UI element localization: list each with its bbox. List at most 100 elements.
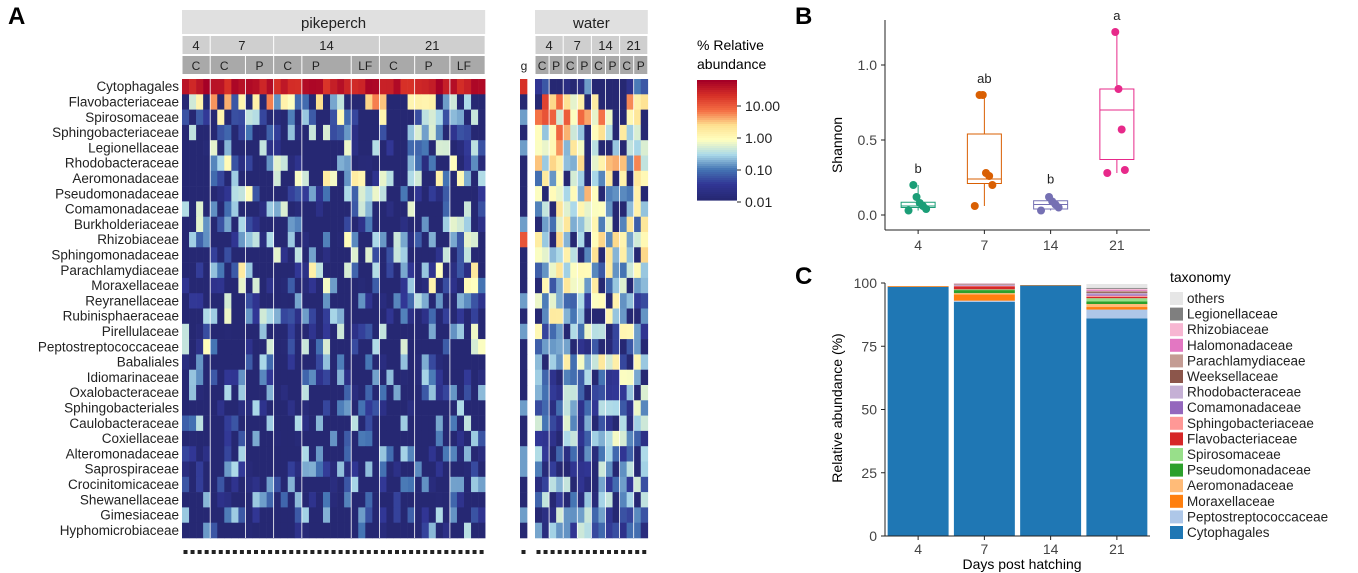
heatmap-cell <box>358 293 366 309</box>
heatmap-cell <box>287 415 296 432</box>
heatmap-cell <box>570 476 578 493</box>
heatmap-cell <box>259 277 267 294</box>
heatmap-cell <box>520 369 528 386</box>
heatmap-cell <box>224 94 232 110</box>
heatmap-cell <box>351 522 359 539</box>
heatmap-cell <box>464 94 472 110</box>
heatmap-cell <box>471 109 479 126</box>
heatmap-cell <box>308 124 317 141</box>
heatmap-cell <box>358 308 366 325</box>
panel-c-ytick-label: 100 <box>854 275 878 291</box>
heatmap-cell <box>591 140 599 156</box>
heatmap-cell <box>294 262 303 279</box>
heatmap-cell <box>435 446 444 462</box>
heatmap-sample-tick <box>380 550 385 554</box>
colorbar-swatch <box>697 128 737 131</box>
heatmap-cell <box>386 124 394 141</box>
heatmap-cell <box>189 79 197 95</box>
heatmap-cell <box>337 109 345 126</box>
heatmap-cell <box>323 293 331 309</box>
heatmap-cell <box>294 109 303 126</box>
heatmap-cell <box>464 492 472 508</box>
heatmap-cell <box>570 430 578 447</box>
heatmap-cell <box>640 507 649 523</box>
heatmap-sample-tick <box>317 550 322 554</box>
heatmap-cell <box>471 492 479 508</box>
heatmap-subgroup-header <box>620 56 634 74</box>
heatmap-timepoint-label: 14 <box>598 38 612 53</box>
heatmap-cell <box>478 216 486 233</box>
heatmap-cell <box>365 170 373 187</box>
heatmap-cell <box>570 308 578 325</box>
heatmap-subgroup-label: C <box>622 59 631 73</box>
heatmap-cell <box>393 323 401 340</box>
heatmap-timepoint-label: 14 <box>319 38 333 53</box>
heatmap-cell <box>619 354 627 370</box>
heatmap-cell <box>542 476 550 493</box>
heatmap-cell <box>407 277 415 294</box>
heatmap-cell <box>400 186 408 202</box>
heatmap-cell <box>640 354 649 370</box>
heatmap-cell <box>252 369 260 386</box>
heatmap-cell <box>358 247 366 263</box>
heatmap-cell <box>640 385 649 401</box>
heatmap-cell <box>365 277 373 294</box>
heatmap-cell <box>449 522 458 539</box>
heatmap-cell <box>330 262 338 279</box>
colorbar-swatch <box>697 190 737 193</box>
heatmap-cell <box>556 507 564 523</box>
heatmap-cell <box>414 94 422 110</box>
heatmap-sample-tick <box>437 550 442 554</box>
heatmap-cell <box>619 216 627 233</box>
heatmap-cell <box>330 492 338 508</box>
heatmap-sample-tick <box>225 550 230 554</box>
heatmap-cell <box>421 446 430 462</box>
heatmap-cell <box>203 247 211 263</box>
heatmap-cell <box>301 354 310 370</box>
heatmap-cell <box>626 385 634 401</box>
heatmap-cell <box>217 430 225 447</box>
heatmap-cell <box>365 430 373 447</box>
heatmap-cell <box>563 262 571 279</box>
heatmap-subgroup-header <box>182 56 210 74</box>
heatmap-cell <box>217 507 225 523</box>
heatmap-cell <box>598 216 606 233</box>
heatmap-cell <box>449 170 458 187</box>
heatmap-cell <box>598 140 606 156</box>
heatmap-cell <box>633 186 642 202</box>
heatmap-cell <box>449 232 458 248</box>
colorbar-swatch <box>697 150 737 153</box>
heatmap-cell <box>210 277 218 294</box>
heatmap-cell <box>414 170 422 187</box>
heatmap-cell <box>478 140 486 156</box>
heatmap-group-header <box>535 10 648 34</box>
heatmap-cell <box>189 277 197 294</box>
heatmap-cell <box>591 201 599 217</box>
heatmap-cell <box>563 430 571 447</box>
heatmap-cell <box>351 461 359 478</box>
heatmap-cell <box>414 140 422 156</box>
colorbar-swatch <box>697 102 737 105</box>
heatmap-cell <box>358 522 366 539</box>
heatmap-cell <box>358 79 366 95</box>
heatmap-cell <box>301 262 310 279</box>
heatmap-cell <box>640 79 649 95</box>
heatmap-cell <box>245 124 253 141</box>
heatmap-cell <box>400 293 408 309</box>
heatmap-cell <box>407 232 415 248</box>
colorbar-swatch <box>697 166 737 169</box>
heatmap-cell <box>577 339 585 355</box>
heatmap-cell <box>182 293 190 309</box>
heatmap-cell <box>556 339 564 355</box>
heatmap-row-label: Parachlamydiaceae <box>60 263 179 278</box>
heatmap-cell <box>379 262 387 279</box>
heatmap-cell <box>393 124 401 141</box>
heatmap-cell <box>393 277 401 294</box>
heatmap-cell <box>400 124 408 141</box>
heatmap-cell <box>301 323 310 340</box>
heatmap-cell <box>626 277 634 294</box>
heatmap-cell <box>612 232 620 248</box>
heatmap-cell <box>442 308 451 325</box>
heatmap-cell <box>280 339 289 355</box>
heatmap-cell <box>435 79 444 95</box>
